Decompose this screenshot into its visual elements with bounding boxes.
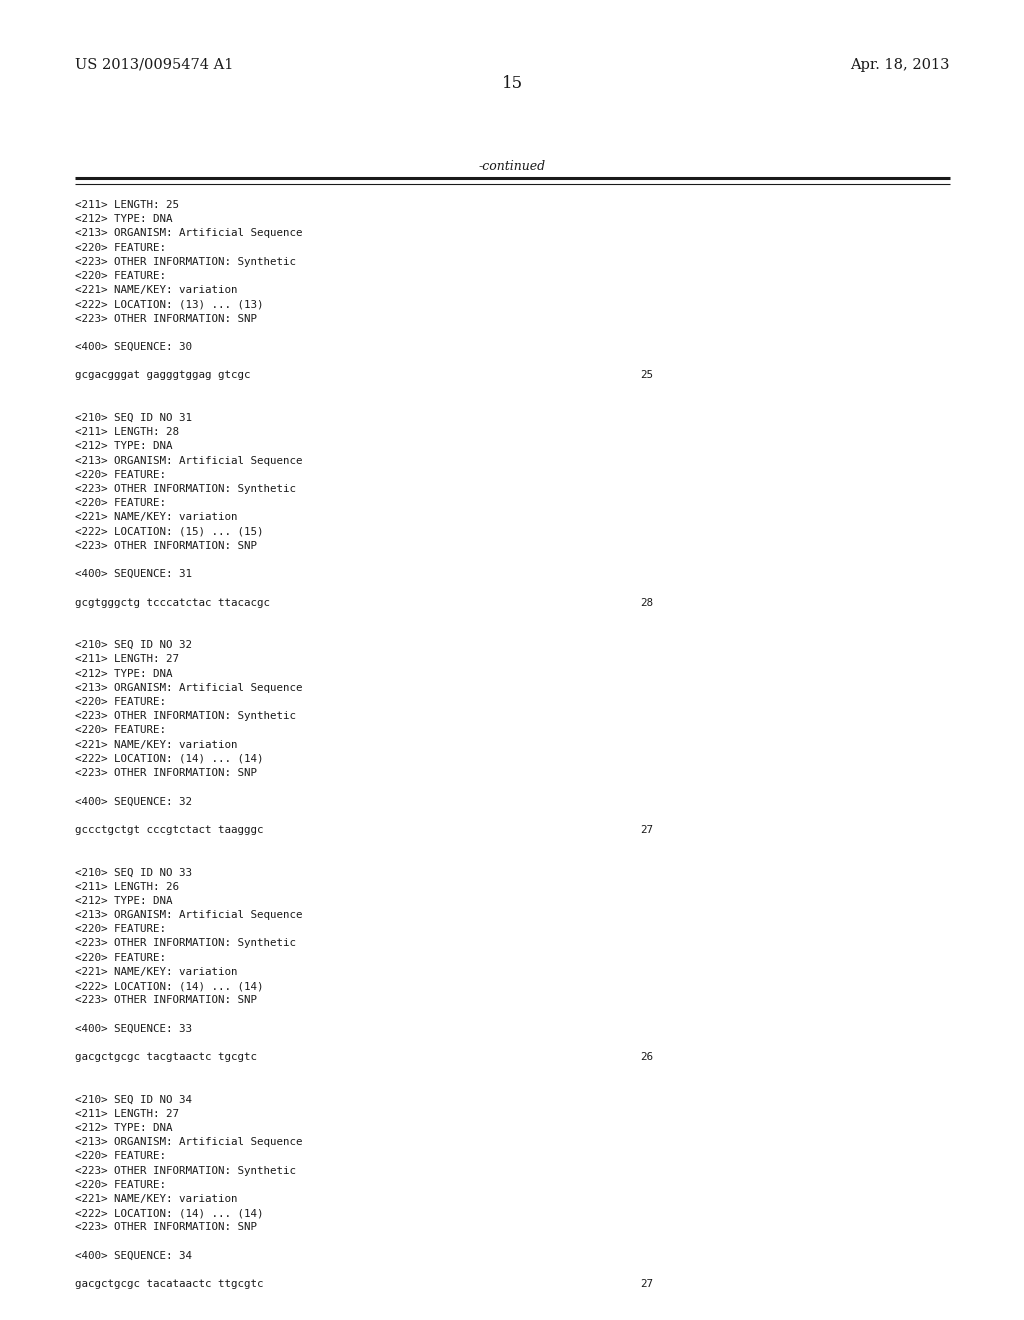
Text: <210> SEQ ID NO 34: <210> SEQ ID NO 34 (75, 1094, 193, 1105)
Text: <211> LENGTH: 27: <211> LENGTH: 27 (75, 655, 179, 664)
Text: <211> LENGTH: 27: <211> LENGTH: 27 (75, 1109, 179, 1119)
Text: 27: 27 (640, 825, 653, 834)
Text: <221> NAME/KEY: variation: <221> NAME/KEY: variation (75, 739, 238, 750)
Text: <220> FEATURE:: <220> FEATURE: (75, 271, 166, 281)
Text: 25: 25 (640, 371, 653, 380)
Text: <222> LOCATION: (14) ... (14): <222> LOCATION: (14) ... (14) (75, 981, 263, 991)
Text: <211> LENGTH: 25: <211> LENGTH: 25 (75, 201, 179, 210)
Text: <400> SEQUENCE: 31: <400> SEQUENCE: 31 (75, 569, 193, 579)
Text: <212> TYPE: DNA: <212> TYPE: DNA (75, 896, 172, 906)
Text: <400> SEQUENCE: 30: <400> SEQUENCE: 30 (75, 342, 193, 352)
Text: <210> SEQ ID NO 31: <210> SEQ ID NO 31 (75, 413, 193, 422)
Text: gacgctgcgc tacgtaactc tgcgtc: gacgctgcgc tacgtaactc tgcgtc (75, 1052, 257, 1063)
Text: gacgctgcgc tacataactc ttgcgtc: gacgctgcgc tacataactc ttgcgtc (75, 1279, 263, 1290)
Text: gcgacgggat gagggtggag gtcgc: gcgacgggat gagggtggag gtcgc (75, 371, 251, 380)
Text: <221> NAME/KEY: variation: <221> NAME/KEY: variation (75, 512, 238, 523)
Text: <213> ORGANISM: Artificial Sequence: <213> ORGANISM: Artificial Sequence (75, 909, 302, 920)
Text: <222> LOCATION: (13) ... (13): <222> LOCATION: (13) ... (13) (75, 300, 263, 309)
Text: <220> FEATURE:: <220> FEATURE: (75, 924, 166, 935)
Text: <223> OTHER INFORMATION: SNP: <223> OTHER INFORMATION: SNP (75, 768, 257, 777)
Text: <223> OTHER INFORMATION: SNP: <223> OTHER INFORMATION: SNP (75, 541, 257, 550)
Text: <223> OTHER INFORMATION: Synthetic: <223> OTHER INFORMATION: Synthetic (75, 257, 296, 267)
Text: <220> FEATURE:: <220> FEATURE: (75, 498, 166, 508)
Text: <220> FEATURE:: <220> FEATURE: (75, 697, 166, 708)
Text: <223> OTHER INFORMATION: SNP: <223> OTHER INFORMATION: SNP (75, 995, 257, 1006)
Text: <221> NAME/KEY: variation: <221> NAME/KEY: variation (75, 1195, 238, 1204)
Text: <222> LOCATION: (14) ... (14): <222> LOCATION: (14) ... (14) (75, 754, 263, 764)
Text: <212> TYPE: DNA: <212> TYPE: DNA (75, 1123, 172, 1133)
Text: <213> ORGANISM: Artificial Sequence: <213> ORGANISM: Artificial Sequence (75, 1138, 302, 1147)
Text: <220> FEATURE:: <220> FEATURE: (75, 1180, 166, 1189)
Text: <211> LENGTH: 28: <211> LENGTH: 28 (75, 428, 179, 437)
Text: <222> LOCATION: (14) ... (14): <222> LOCATION: (14) ... (14) (75, 1208, 263, 1218)
Text: <220> FEATURE:: <220> FEATURE: (75, 726, 166, 735)
Text: <213> ORGANISM: Artificial Sequence: <213> ORGANISM: Artificial Sequence (75, 455, 302, 466)
Text: <212> TYPE: DNA: <212> TYPE: DNA (75, 441, 172, 451)
Text: <222> LOCATION: (15) ... (15): <222> LOCATION: (15) ... (15) (75, 527, 263, 537)
Text: <223> OTHER INFORMATION: Synthetic: <223> OTHER INFORMATION: Synthetic (75, 484, 296, 494)
Text: -continued: -continued (478, 160, 546, 173)
Text: 26: 26 (640, 1052, 653, 1063)
Text: <223> OTHER INFORMATION: SNP: <223> OTHER INFORMATION: SNP (75, 314, 257, 323)
Text: <210> SEQ ID NO 32: <210> SEQ ID NO 32 (75, 640, 193, 651)
Text: <220> FEATURE:: <220> FEATURE: (75, 1151, 166, 1162)
Text: <400> SEQUENCE: 33: <400> SEQUENCE: 33 (75, 1023, 193, 1034)
Text: 27: 27 (640, 1279, 653, 1290)
Text: <223> OTHER INFORMATION: SNP: <223> OTHER INFORMATION: SNP (75, 1222, 257, 1233)
Text: <223> OTHER INFORMATION: Synthetic: <223> OTHER INFORMATION: Synthetic (75, 939, 296, 948)
Text: <223> OTHER INFORMATION: Synthetic: <223> OTHER INFORMATION: Synthetic (75, 1166, 296, 1176)
Text: 15: 15 (502, 75, 522, 92)
Text: 28: 28 (640, 598, 653, 607)
Text: <213> ORGANISM: Artificial Sequence: <213> ORGANISM: Artificial Sequence (75, 682, 302, 693)
Text: <212> TYPE: DNA: <212> TYPE: DNA (75, 669, 172, 678)
Text: <221> NAME/KEY: variation: <221> NAME/KEY: variation (75, 966, 238, 977)
Text: <212> TYPE: DNA: <212> TYPE: DNA (75, 214, 172, 224)
Text: <223> OTHER INFORMATION: Synthetic: <223> OTHER INFORMATION: Synthetic (75, 711, 296, 721)
Text: US 2013/0095474 A1: US 2013/0095474 A1 (75, 58, 233, 73)
Text: <400> SEQUENCE: 34: <400> SEQUENCE: 34 (75, 1251, 193, 1261)
Text: <211> LENGTH: 26: <211> LENGTH: 26 (75, 882, 179, 891)
Text: <400> SEQUENCE: 32: <400> SEQUENCE: 32 (75, 796, 193, 807)
Text: gcgtgggctg tcccatctac ttacacgc: gcgtgggctg tcccatctac ttacacgc (75, 598, 270, 607)
Text: <220> FEATURE:: <220> FEATURE: (75, 470, 166, 479)
Text: <213> ORGANISM: Artificial Sequence: <213> ORGANISM: Artificial Sequence (75, 228, 302, 239)
Text: Apr. 18, 2013: Apr. 18, 2013 (851, 58, 950, 73)
Text: gccctgctgt cccgtctact taagggc: gccctgctgt cccgtctact taagggc (75, 825, 263, 834)
Text: <210> SEQ ID NO 33: <210> SEQ ID NO 33 (75, 867, 193, 878)
Text: <220> FEATURE:: <220> FEATURE: (75, 953, 166, 962)
Text: <221> NAME/KEY: variation: <221> NAME/KEY: variation (75, 285, 238, 296)
Text: <220> FEATURE:: <220> FEATURE: (75, 243, 166, 252)
